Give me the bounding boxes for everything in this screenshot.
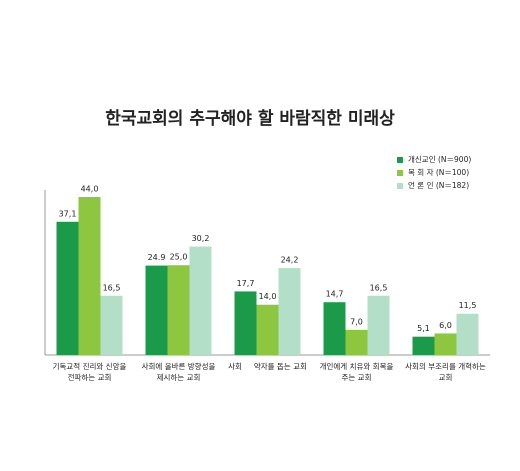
- bar: [278, 268, 301, 355]
- value-label: 24,2: [281, 256, 299, 265]
- bar: [256, 304, 279, 355]
- x-tick-label: 사회 약자를 돕는 교회: [228, 361, 307, 371]
- bar: [412, 336, 435, 355]
- bar: [456, 313, 479, 355]
- value-label: 5,1: [417, 324, 430, 333]
- value-label: 6,0: [439, 321, 452, 330]
- bar: [78, 197, 101, 355]
- value-label: 30,2: [192, 234, 210, 243]
- value-label: 37,1: [59, 209, 77, 218]
- value-label: 11,5: [459, 301, 477, 310]
- legend-label: 개신교인 (N＝900): [408, 154, 471, 164]
- bar: [234, 291, 257, 355]
- bar: [145, 265, 168, 355]
- x-tick-label: 기독교적 진리와 신앙을 전파하는 교회: [53, 361, 127, 382]
- value-label: 25,0: [170, 253, 188, 262]
- legend-swatch: [397, 183, 403, 189]
- value-label: 17,7: [237, 279, 255, 288]
- chart-title: 한국교회의 추구해야 할 바람직한 미래상: [105, 108, 395, 129]
- bar: [167, 265, 190, 355]
- bar: [323, 302, 346, 355]
- value-label: 16,5: [103, 283, 121, 292]
- bar: [367, 295, 390, 355]
- value-label: 7,0: [350, 317, 363, 326]
- legend-swatch: [397, 170, 403, 176]
- legend-swatch: [397, 157, 403, 163]
- x-tick-label: 사회에 올바른 방향성을 제시하는 교회: [142, 361, 216, 382]
- value-label: 24.9: [148, 253, 166, 262]
- x-tick-label: 사회의 부조리를 개혁하는 교회: [405, 361, 486, 382]
- bar: [100, 295, 123, 355]
- value-label: 16,5: [370, 283, 388, 292]
- bar: [434, 333, 457, 355]
- bar: [189, 246, 212, 355]
- x-tick-label: 개인에게 치유와 회복을 주는 교회: [320, 361, 394, 382]
- value-label: 14,7: [326, 290, 344, 299]
- legend-label: 목 회 자 (N＝100): [408, 168, 469, 177]
- value-label: 14,0: [259, 292, 277, 301]
- bar: [56, 221, 79, 355]
- value-label: 44,0: [81, 185, 99, 194]
- bar: [345, 329, 368, 355]
- legend-label: 언 론 인 (N＝182): [408, 180, 469, 190]
